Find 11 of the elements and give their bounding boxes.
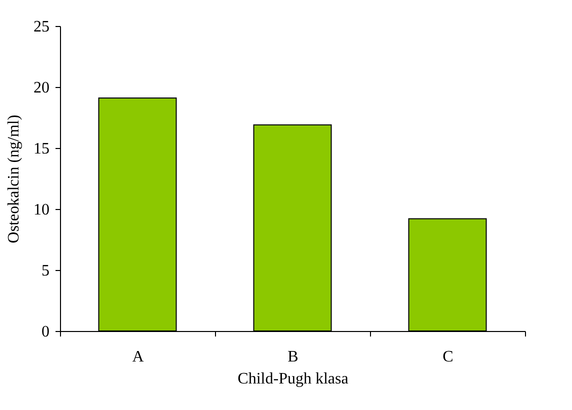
x-tick-label: B	[288, 348, 298, 366]
y-tick-label: 0	[42, 324, 50, 340]
y-tick-label: 15	[34, 140, 50, 158]
y-tick-label: 20	[34, 80, 50, 96]
x-axis-title: Child-Pugh klasa	[238, 370, 348, 388]
y-tick-label: 5	[42, 262, 50, 280]
y-tick-label: 25	[34, 18, 50, 36]
y-tick-label: 10	[34, 202, 50, 218]
x-tick-label: C	[442, 348, 454, 366]
x-tick-label: A	[132, 348, 144, 366]
y-axis-title: Osteokalcin (ng/ml)	[6, 114, 22, 244]
